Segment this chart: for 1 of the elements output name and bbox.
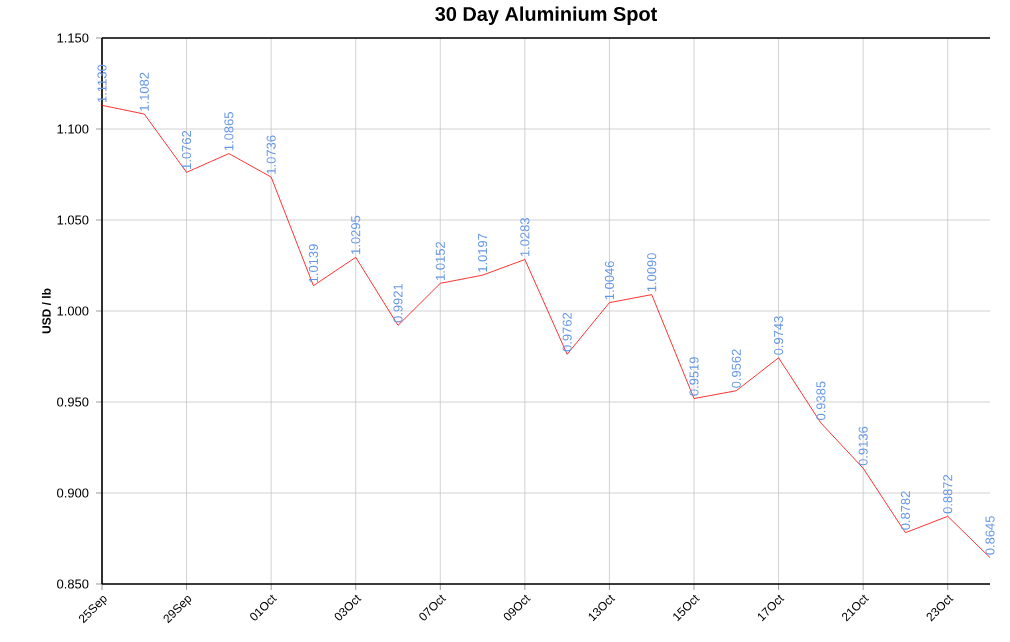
chart-title: 30 Day Aluminium Spot [435,6,658,25]
